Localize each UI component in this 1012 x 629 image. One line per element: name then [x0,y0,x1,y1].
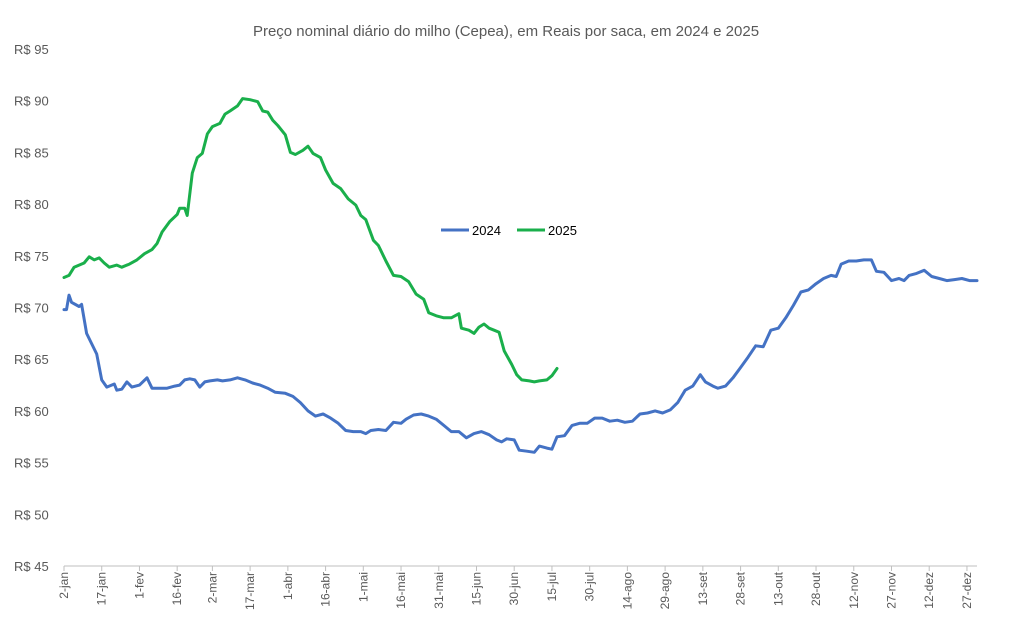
x-tick-label: 2-mar [205,572,219,603]
x-tick-label: 31-mai [432,572,446,609]
x-tick-label: 2-jan [57,572,71,599]
x-tick-label: 15-jun [469,572,483,605]
x-tick-label: 1-abr [281,572,295,600]
x-tick-label: 1-mai [356,572,370,602]
x-tick-label: 29-ago [658,572,672,610]
x-axis-ticks: 2-jan 17-jan 1-fev 16-fev 2-mar 17-mar 1-abr 16… [57,566,974,610]
y-tick-label: R$ 85 [14,145,49,160]
y-tick-label: R$ 90 [14,94,49,109]
y-tick-label: R$ 50 [14,507,49,522]
x-tick-label: 16-abr [319,572,333,607]
y-tick-label: R$ 60 [14,404,49,419]
x-tick-label: 13-set [696,571,710,605]
chart-title: Preço nominal diário do milho (Cepea), e… [253,23,759,40]
x-tick-label: 28-set [734,571,748,605]
x-tick-label: 15-jul [545,572,559,601]
y-tick-label: R$ 75 [14,249,49,264]
x-tick-label: 12-nov [847,572,861,609]
y-axis-tick-labels: R$ 95 R$ 90 R$ 85 R$ 80 R$ 75 R$ 70 R$ 65 R$ 60… [14,42,49,574]
x-tick-label: 16-fev [170,572,184,605]
x-tick-label: 30-jul [583,572,597,601]
x-tick-label: 17-mar [243,572,257,610]
y-tick-label: R$ 80 [14,197,49,212]
x-tick-label: 13-out [771,571,785,606]
legend: 2024 2025 [441,223,577,238]
x-tick-label: 12-dez [922,572,936,609]
legend-label-2025: 2025 [548,223,577,238]
x-tick-label: 27-nov [884,572,898,609]
x-tick-label: 28-out [809,571,823,606]
y-tick-label: R$ 55 [14,456,49,471]
series-lines [62,97,979,454]
series-line-2024 [62,258,979,454]
legend-label-2024: 2024 [472,223,501,238]
x-tick-label: 16-mai [394,572,408,609]
y-tick-label: R$ 65 [14,352,49,367]
x-tick-label: 17-jan [95,572,109,605]
y-tick-label: R$ 45 [14,559,49,574]
x-tick-label: 1-fev [132,572,146,599]
x-tick-label: 30-jun [507,572,521,605]
y-tick-label: R$ 95 [14,42,49,57]
x-tick-label: 14-ago [620,572,634,610]
series-line-2025 [62,97,559,384]
y-tick-label: R$ 70 [14,301,49,316]
x-tick-label: 27-dez [960,572,974,609]
